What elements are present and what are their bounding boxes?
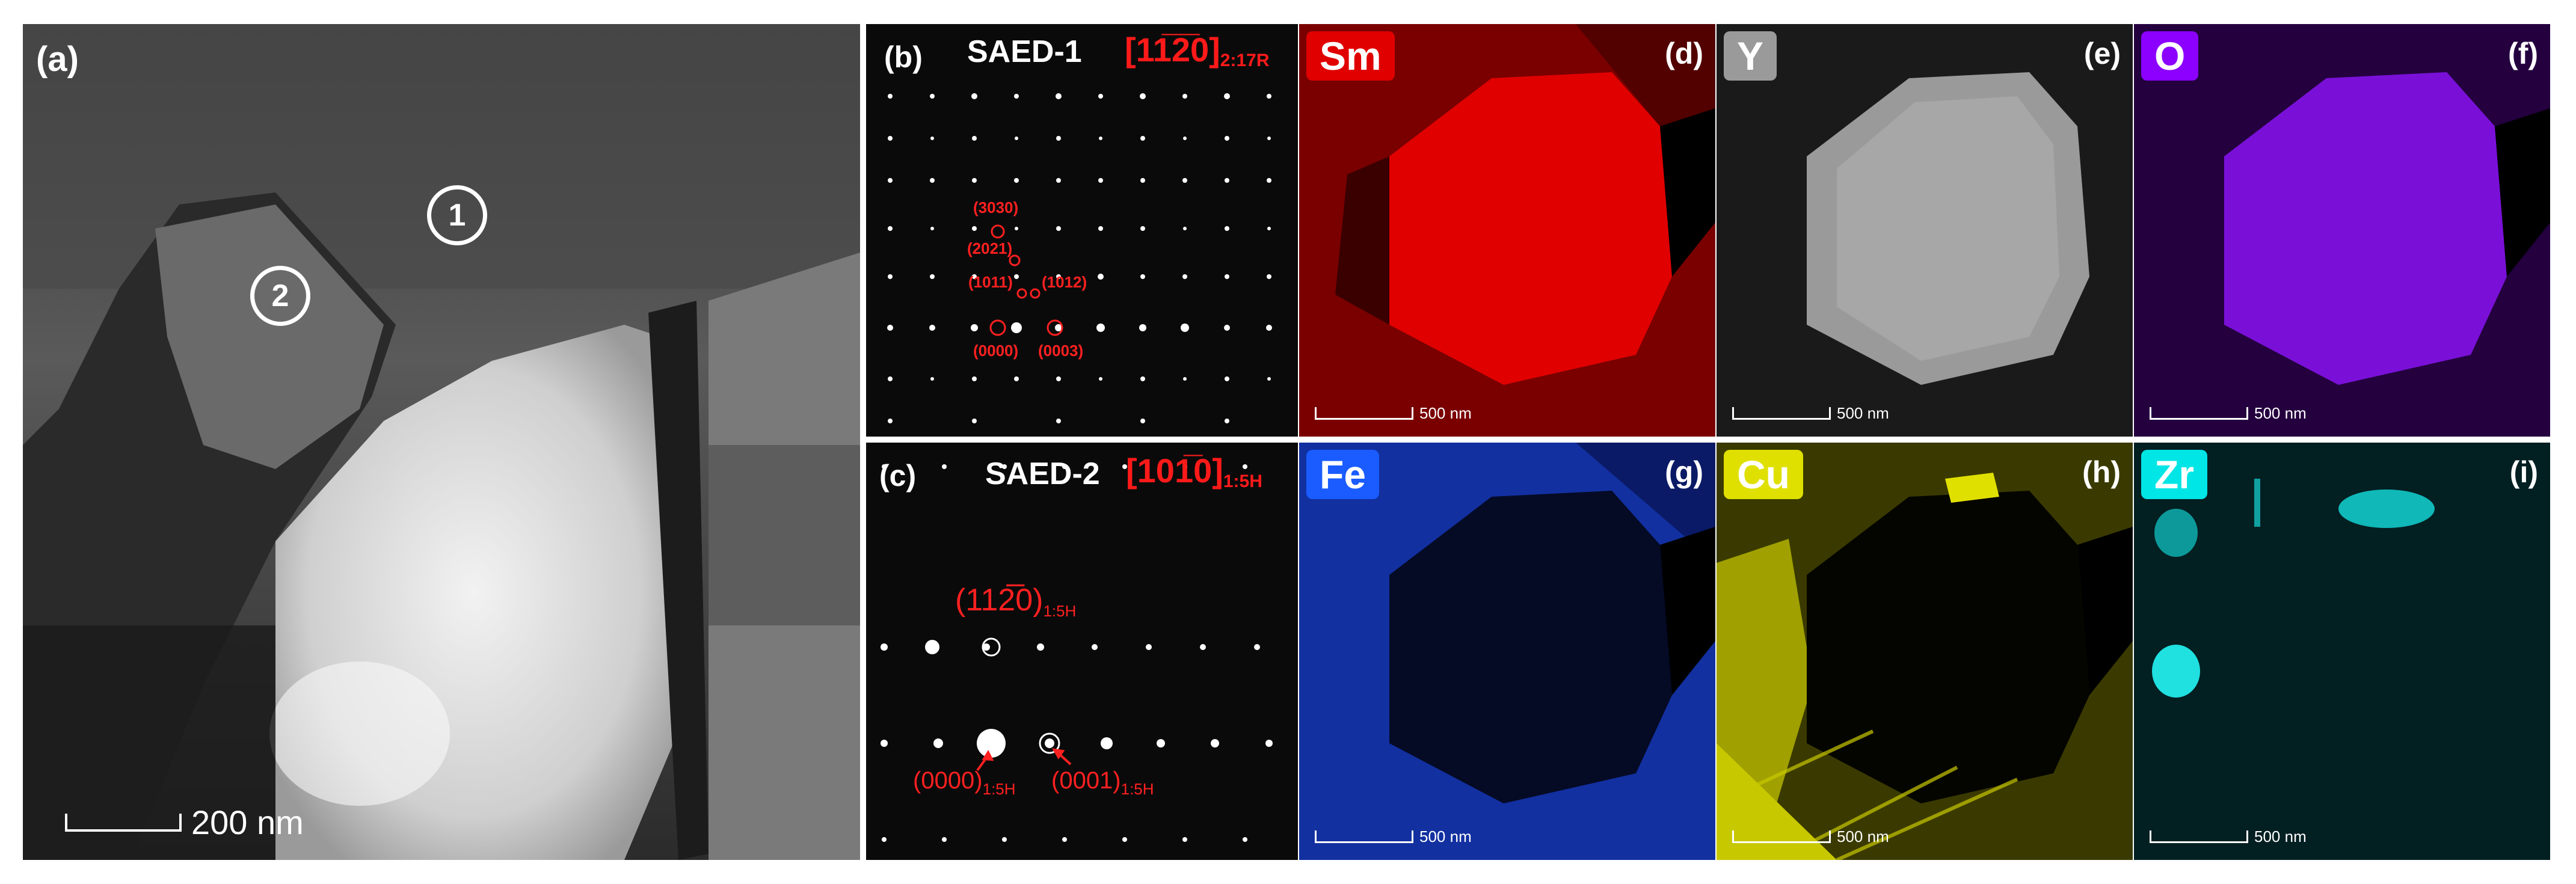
panel-g-label: (g): [1665, 455, 1703, 489]
spot-label-1011: (1011): [968, 273, 1013, 291]
panel-b-saed-1: (b) SAED-1 [11̅2̅0]2:17R (3030) (2021) (…: [866, 24, 1298, 437]
scale-bar-f: 500 nm: [2150, 404, 2307, 423]
zone-axis-text: [11̅2̅0]: [1125, 31, 1220, 69]
scale-bar-text: 500 nm: [2254, 827, 2307, 846]
diffraction-pattern-2: [866, 443, 1298, 860]
scale-bar-line: [1315, 830, 1413, 843]
scale-bar-i: 500 nm: [2150, 827, 2307, 846]
panel-i-zr-map: Zr (i) 500 nm: [2134, 443, 2550, 860]
scale-bar-line: [65, 813, 182, 832]
diffraction-pattern-1: [866, 24, 1298, 437]
spot-label-1012: (1012): [1042, 273, 1087, 291]
panel-c-label: (c): [879, 459, 917, 493]
y-map-image: [1717, 24, 2133, 437]
scale-bar-line: [2150, 830, 2248, 843]
spot-label-1120: (112̅0)1:5H: [955, 582, 1076, 621]
spot-label-0003: (0003): [1038, 342, 1084, 360]
zone-axis-text: [101̅0]: [1126, 452, 1223, 490]
element-badge-fe: Fe: [1306, 450, 1380, 499]
fe-map-image: [1299, 443, 1715, 860]
zone-axis-subscript: 2:17R: [1220, 51, 1270, 70]
panel-h-label: (h): [2082, 455, 2121, 489]
panel-a-label: (a): [36, 40, 79, 79]
spot-label-0000: (0000): [973, 342, 1019, 360]
panel-e-label: (e): [2083, 37, 2121, 70]
spot-label-subscript: 1:5H: [1120, 780, 1154, 798]
saed-2-title: SAED-2: [985, 456, 1100, 491]
scale-bar-text: 500 nm: [1837, 827, 1889, 846]
cu-map-image: [1717, 443, 2133, 860]
element-badge-cu: Cu: [1724, 450, 1803, 499]
panel-f-o-map: O (f) 500 nm: [2134, 24, 2550, 437]
scale-bar-text: 500 nm: [1419, 404, 1472, 422]
scale-bar-text: 500 nm: [1837, 404, 1889, 422]
region-marker-1: 1: [427, 185, 487, 245]
panel-d-sm-map: Sm (d) 500 nm: [1299, 24, 1715, 437]
panel-c-saed-2: (c) SAED-2 [101̅0]1:5H (112̅0)1:5H (0000…: [866, 443, 1298, 860]
scale-bar-text: 500 nm: [1419, 827, 1472, 846]
panel-d-label: (d): [1665, 37, 1703, 70]
spot-label-text: (0001): [1051, 767, 1121, 794]
scale-bar-text: 200 nm: [191, 803, 304, 841]
scale-bar-d: 500 nm: [1315, 404, 1472, 423]
saed-2-zone-axis: [101̅0]1:5H: [1126, 451, 1262, 492]
scale-bar-line: [1732, 830, 1831, 843]
panel-i-label: (i): [2509, 455, 2538, 489]
element-badge-o: O: [2141, 31, 2199, 81]
spot-label-2021: (2021): [967, 239, 1013, 257]
scale-bar-h: 500 nm: [1732, 827, 1889, 846]
spot-label-3030: (3030): [973, 198, 1019, 216]
scale-bar-g: 500 nm: [1315, 827, 1472, 846]
spot-label-text: (0000): [913, 767, 983, 794]
spot-label-0000-c: (0000)1:5H: [913, 767, 1016, 799]
panel-f-label: (f): [2508, 37, 2538, 70]
scale-bar-line: [1315, 407, 1413, 420]
panel-a-tem-image: (a) 1 2 200 nm: [23, 24, 860, 860]
scale-bar-a: 200 nm: [65, 803, 304, 842]
tem-image: [23, 24, 860, 860]
spot-label-0001-c: (0001)1:5H: [1051, 767, 1154, 799]
spot-label-subscript: 1:5H: [1043, 602, 1077, 620]
panel-e-y-map: Y (e) 500 nm: [1717, 24, 2133, 437]
scale-bar-line: [1732, 407, 1831, 420]
panel-b-label: (b): [884, 40, 923, 74]
spot-label-text: (112̅0): [955, 583, 1044, 618]
scale-bar-e: 500 nm: [1732, 404, 1889, 423]
o-map-image: [2134, 24, 2550, 437]
zr-map-image: [2134, 443, 2550, 860]
scale-bar-text: 500 nm: [2254, 404, 2307, 422]
spot-label-subscript: 1:5H: [982, 780, 1016, 798]
sm-map-image: [1299, 24, 1715, 437]
region-marker-2: 2: [250, 266, 310, 326]
saed-1-zone-axis: [11̅2̅0]2:17R: [1125, 30, 1270, 71]
element-badge-y: Y: [1724, 31, 1777, 81]
zone-axis-subscript: 1:5H: [1223, 471, 1262, 491]
element-badge-zr: Zr: [2141, 450, 2207, 499]
scale-bar-line: [2150, 407, 2248, 420]
panel-h-cu-map: Cu (h) 500 nm: [1717, 443, 2133, 860]
saed-1-title: SAED-1: [967, 34, 1082, 69]
panel-g-fe-map: Fe (g) 500 nm: [1299, 443, 1715, 860]
element-badge-sm: Sm: [1306, 31, 1395, 81]
